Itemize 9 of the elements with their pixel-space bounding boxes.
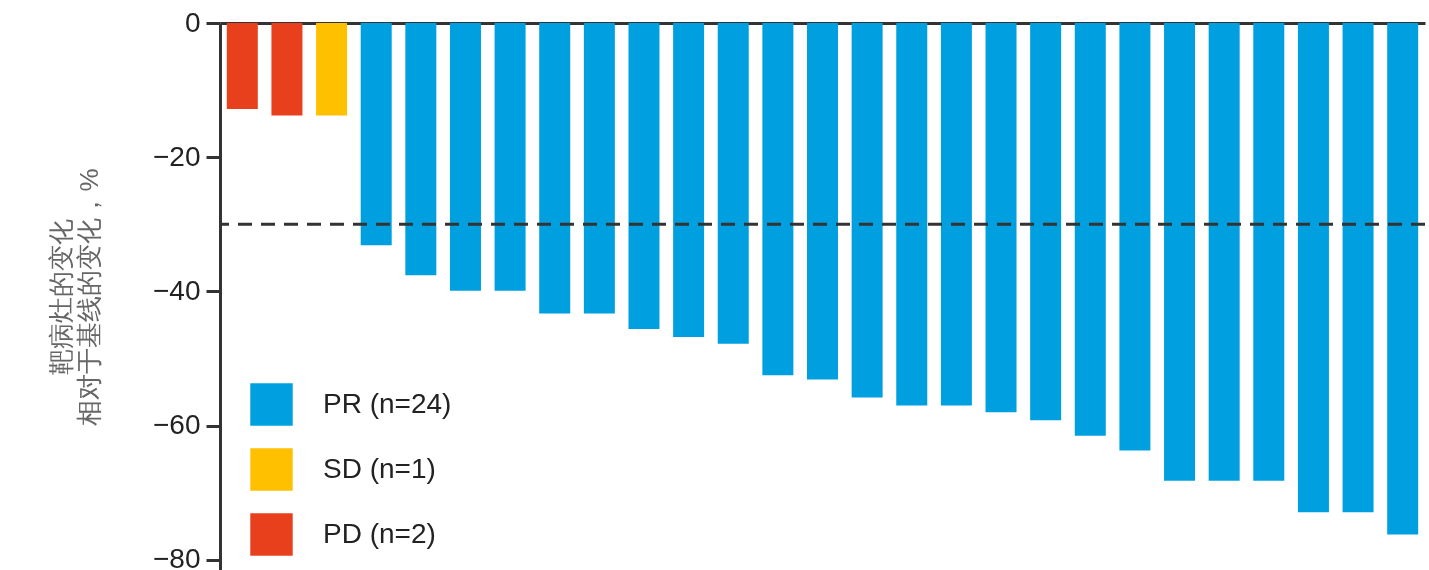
legend-label: PR (n=24) bbox=[323, 387, 452, 419]
y-tick-label: −40 bbox=[153, 274, 201, 306]
y-tick-label: 0 bbox=[184, 6, 201, 38]
legend-label: SD (n=1) bbox=[323, 452, 436, 484]
y-tick-label: −60 bbox=[153, 409, 201, 441]
y-tick-label: −20 bbox=[153, 140, 201, 172]
y-tick-label: −80 bbox=[153, 543, 201, 570]
y-axis-title: 靶病灶的变化相对于基线的变化，% bbox=[46, 168, 104, 426]
legend-label: PD (n=2) bbox=[323, 517, 436, 549]
